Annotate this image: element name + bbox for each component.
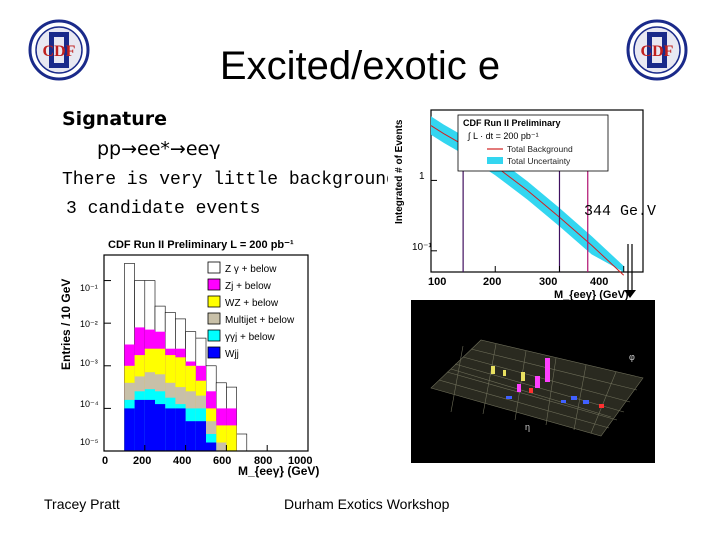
integrated-ytick-1: 1 bbox=[419, 171, 425, 182]
footer-workshop: Durham Exotics Workshop bbox=[284, 496, 450, 512]
bar-wjj-200 bbox=[144, 399, 155, 451]
spectrum-xtick-400: 400 bbox=[173, 455, 191, 467]
legend-zgamma: Z γ + below bbox=[225, 264, 277, 275]
integrated-ylabel: Integrated # of Events bbox=[394, 119, 405, 224]
mass-344-label: 344 Ge.V bbox=[584, 203, 657, 220]
label-electron-96: e, 96 Ge.V bbox=[426, 417, 511, 433]
legend-multijet: Multijet + below bbox=[225, 315, 295, 326]
footer-presenter: Tracey Pratt bbox=[44, 496, 120, 512]
spectrum-xtick-200: 200 bbox=[133, 455, 151, 467]
legend-swatch-wz bbox=[207, 295, 221, 308]
axis-phi: φ bbox=[629, 352, 635, 362]
event-display: η φ e, 165 Ge.V bbox=[411, 300, 655, 463]
integrated-title: CDF Run II Preliminary bbox=[463, 118, 561, 128]
integrated-plot-frame bbox=[430, 109, 644, 273]
mass-spectrum-chart: CDF Run II Preliminary L = 200 pb⁻¹ Z γ … bbox=[58, 232, 328, 478]
spectrum-ytick-5: 10⁻⁵ bbox=[80, 437, 99, 447]
integrated-xtick-200: 200 bbox=[483, 276, 501, 288]
legend-gammagammaj: γγj + below bbox=[225, 332, 276, 343]
slide-title: Excited/exotic e bbox=[219, 44, 501, 88]
legend-swatch-gammagammaj bbox=[207, 329, 221, 342]
bar-wjj-350 bbox=[175, 408, 186, 451]
spectrum-xtick-1000: 1000 bbox=[288, 455, 312, 467]
cdf-logo-left-text: CDF bbox=[43, 43, 76, 60]
integrated-xtick-100: 100 bbox=[428, 276, 446, 288]
photon-tower bbox=[517, 384, 521, 392]
legend-swatch-multijet bbox=[207, 312, 221, 325]
integrated-tick-marks bbox=[430, 179, 625, 272]
legend-zj: Zj + below bbox=[225, 281, 272, 292]
spectrum-title: CDF Run II Preliminary L = 200 pb⁻¹ bbox=[108, 239, 294, 251]
legend-swatch-zj bbox=[207, 278, 221, 291]
arrow-to-event-display bbox=[624, 244, 636, 298]
legend-swatch-wjj bbox=[207, 346, 221, 359]
integrated-events-chart: CDF Run II Preliminary ∫ L · dt = 200 pb… bbox=[388, 104, 650, 304]
label-photon-73: γ, 73 Ge.V bbox=[483, 437, 568, 453]
integrated-ytick-2: 10⁻¹ bbox=[412, 242, 432, 253]
bar-wjj-100 bbox=[124, 408, 135, 451]
bar-wjj-500 bbox=[206, 442, 217, 451]
bar-wjj-400 bbox=[185, 421, 196, 451]
spectrum-xtick-600: 600 bbox=[213, 455, 231, 467]
spectrum-ylabel: Entries / 10 GeV bbox=[59, 279, 73, 370]
spectrum-plot-frame bbox=[103, 254, 309, 452]
signature-heading: Signature bbox=[62, 108, 168, 130]
legend-wjj: Wjj bbox=[225, 349, 239, 360]
spectrum-ytick-4: 10⁻⁴ bbox=[80, 399, 99, 409]
label-electron-165: e, 165 Ge.V bbox=[543, 337, 636, 353]
spectrum-ytick-1: 10⁻¹ bbox=[80, 283, 98, 293]
histogram-bars bbox=[124, 263, 248, 452]
total-background-line bbox=[430, 125, 625, 276]
axis-eta: η bbox=[525, 422, 530, 432]
bar-wjj-300 bbox=[165, 408, 176, 451]
bar-wjj-150 bbox=[134, 399, 145, 451]
bar-wjj-450 bbox=[195, 421, 206, 451]
legend-swatch-zgamma bbox=[207, 261, 221, 274]
background-note: There is very little background bbox=[62, 170, 397, 190]
spectrum-xtick-800: 800 bbox=[254, 455, 272, 467]
spectrum-ytick-2: 10⁻² bbox=[80, 319, 98, 329]
spectrum-xtick-0: 0 bbox=[102, 455, 108, 467]
energy-towers bbox=[491, 358, 604, 408]
bar-wz-below-600 bbox=[226, 425, 237, 451]
cdf-logo-left: CDF bbox=[28, 19, 90, 81]
electron-tower-2 bbox=[535, 376, 540, 388]
cdf-logo-right: CDF bbox=[626, 19, 688, 81]
candidates-note: 3 candidate events bbox=[66, 199, 261, 219]
integrated-xtick-300: 300 bbox=[539, 276, 557, 288]
bar-multijet-below-550 bbox=[216, 442, 227, 451]
bar-z-below-650 bbox=[236, 433, 248, 452]
bar-wjj-250 bbox=[155, 404, 166, 451]
spectrum-tick-marks bbox=[103, 280, 309, 451]
bar-wz-below-550 bbox=[216, 425, 227, 451]
spectrum-legend: Z γ + below Zj + below WZ + below Multij… bbox=[207, 261, 295, 360]
legend-swatch-uncertainty bbox=[487, 157, 503, 164]
spectrum-ytick-3: 10⁻³ bbox=[80, 358, 98, 368]
signature-process: pp→ee*→eeγ bbox=[97, 138, 221, 160]
cdf-logo-right-text: CDF bbox=[641, 43, 674, 60]
integrated-xtick-400: 400 bbox=[590, 276, 608, 288]
legend-total-background: Total Background bbox=[507, 144, 573, 154]
spectrum-xlabel: M_{eeγ} (GeV) bbox=[238, 464, 319, 478]
electron-tower-1 bbox=[545, 358, 550, 382]
legend-total-uncertainty: Total Uncertainty bbox=[507, 156, 571, 166]
integrated-lumi: ∫ L · dt = 200 pb⁻¹ bbox=[467, 131, 539, 141]
legend-wz: WZ + below bbox=[225, 298, 279, 309]
integrated-xlabel: M_{eeγ} (GeV) bbox=[554, 289, 629, 301]
